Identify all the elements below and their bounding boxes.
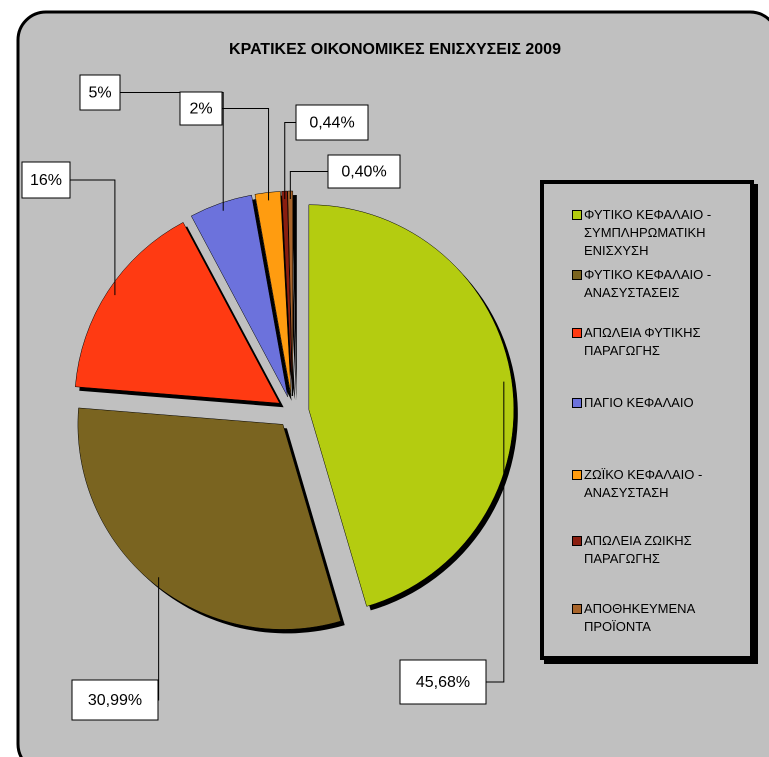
- slice: [75, 222, 281, 404]
- legend-label: ΑΠΟΘΗΚΕΥΜΕΝΑ ΠΡΟΪΟΝΤΑ: [584, 601, 695, 634]
- data-label-box: [327, 154, 401, 189]
- slice: [190, 194, 289, 398]
- data-label: 0,40%: [341, 164, 386, 181]
- data-label-box: [295, 104, 369, 141]
- data-label: 16%: [30, 172, 62, 189]
- data-label-box: [399, 659, 487, 705]
- legend-swatch: [572, 328, 582, 338]
- legend-item: ΑΠΟΘΗΚΕΥΜΕΝΑ ΠΡΟΪΟΝΤΑ: [572, 600, 744, 636]
- legend-item: ΠΑΓΙΟ ΚΕΦΑΛΑΙΟ: [572, 394, 744, 412]
- leader-line: [120, 92, 224, 211]
- leader-line: [222, 108, 270, 201]
- data-label: 0,44%: [309, 115, 354, 132]
- legend-item: ΦΥΤΙΚΟ ΚΕΦΑΛΑΙΟ - ΣΥΜΠΛΗΡΩΜΑΤΙΚΗ ΕΝΙΣΧΥΣ…: [572, 206, 744, 260]
- legend-label: ΖΩΪΚΟ ΚΕΦΑΛΑΙΟ - ΑΝΑΣΥΣΤΑΣΗ: [584, 467, 703, 500]
- legend-swatch: [572, 398, 582, 408]
- chart-title: ΚΡΑΤΙΚΕΣ ΟΙΚΟΝΟΜΙΚΕΣ ΕΝΙΣΧΥΣΕΙΣ 2009: [229, 41, 561, 58]
- legend-swatch: [572, 536, 582, 546]
- legend-item: ΑΠΩΛΕΙΑ ΖΩΙΚΗΣ ΠΑΡΑΓΩΓΗΣ: [572, 532, 744, 568]
- legend-item: ΖΩΪΚΟ ΚΕΦΑΛΑΙΟ - ΑΝΑΣΥΣΤΑΣΗ: [572, 466, 744, 502]
- legend-label: ΑΠΩΛΕΙΑ ΖΩΙΚΗΣ ΠΑΡΑΓΩΓΗΣ: [584, 533, 692, 566]
- data-label-box: [71, 679, 159, 721]
- legend-label: ΦΥΤΙΚΟ ΚΕΦΑΛΑΙΟ - ΑΝΑΣΥΣΤΑΣΕΙΣ: [584, 267, 712, 300]
- slice: [254, 191, 292, 397]
- data-label-box: [79, 74, 121, 111]
- leader-line: [70, 179, 116, 296]
- legend-swatch: [572, 270, 582, 280]
- legend: ΦΥΤΙΚΟ ΚΕΦΑΛΑΙΟ - ΣΥΜΠΛΗΡΩΜΑΤΙΚΗ ΕΝΙΣΧΥΣ…: [540, 180, 754, 660]
- leader-line: [284, 122, 296, 200]
- legend-label: ΠΑΓΙΟ ΚΕΦΑΛΑΙΟ: [584, 395, 694, 410]
- leader-line: [289, 171, 328, 200]
- legend-item: ΑΠΩΛΕΙΑ ΦΥΤΙΚΗΣ ΠΑΡΑΓΩΓΗΣ: [572, 324, 744, 360]
- slice: [308, 204, 515, 607]
- data-label: 45,68%: [416, 674, 470, 691]
- data-label-box: [21, 161, 71, 199]
- legend-swatch: [572, 604, 582, 614]
- legend-label: ΦΥΤΙΚΟ ΚΕΦΑΛΑΙΟ - ΣΥΜΠΛΗΡΩΜΑΤΙΚΗ ΕΝΙΣΧΥΣ…: [584, 207, 712, 258]
- legend-swatch: [572, 210, 582, 220]
- legend-label: ΑΠΩΛΕΙΑ ΦΥΤΙΚΗΣ ΠΑΡΑΓΩΓΗΣ: [584, 325, 701, 358]
- slice: [77, 407, 342, 630]
- leader-line: [486, 381, 505, 683]
- legend-swatch: [572, 470, 582, 480]
- data-label: 5%: [88, 85, 111, 102]
- data-label: 30,99%: [88, 692, 142, 709]
- legend-item: ΦΥΤΙΚΟ ΚΕΦΑΛΑΙΟ - ΑΝΑΣΥΣΤΑΣΕΙΣ: [572, 266, 744, 302]
- data-label: 2%: [189, 101, 212, 118]
- data-label-box: [179, 91, 223, 126]
